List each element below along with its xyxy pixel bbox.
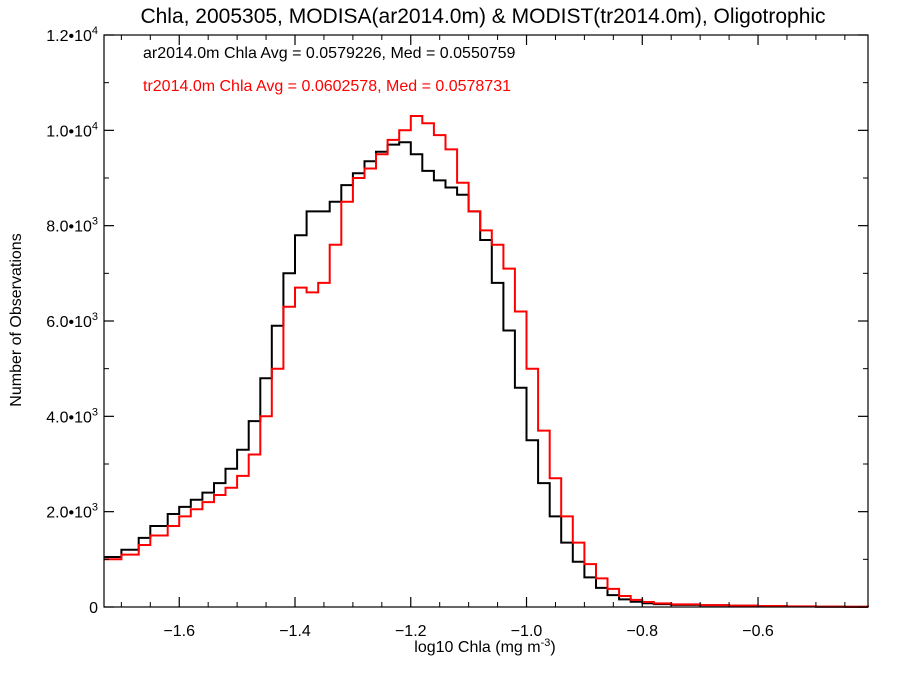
x-tick-label-2: −1.2 bbox=[395, 623, 427, 640]
x-tick-label-5: −0.6 bbox=[742, 623, 774, 640]
annotation-2: tr2014.0m Chla Avg = 0.0602578, Med = 0.… bbox=[143, 78, 511, 95]
axes-layer: −1.6 −1.4 −1.2 −1.0 −0.8 −0.6 0 2.0•103 4.0•103 6… bbox=[46, 25, 869, 640]
y-tick-label-0: 0 bbox=[89, 600, 98, 617]
y-tick-label-2: 4.0•103 bbox=[46, 406, 98, 426]
series-line-2 bbox=[104, 115, 869, 608]
x-tick-label-1: −1.4 bbox=[279, 623, 311, 640]
x-axis-label: log10 Chla (mg m-3) bbox=[414, 637, 555, 656]
chart-title: Chla, 2005305, MODISA(ar2014.0m) & MODIS… bbox=[140, 5, 825, 28]
annotation-1: ar2014.0m Chla Avg = 0.0579226, Med = 0.… bbox=[143, 45, 516, 62]
series-layer bbox=[104, 115, 869, 608]
y-tick-label-3: 6.0•103 bbox=[46, 311, 98, 331]
y-tick-label-5: 1.0•104 bbox=[46, 120, 98, 140]
plot-frame bbox=[103, 34, 869, 608]
x-tick-label-4: −0.8 bbox=[626, 623, 658, 640]
x-axis-label-superscript: -3 bbox=[541, 637, 551, 649]
series-line-1 bbox=[104, 141, 869, 608]
y-tick-label-6: 1.2•104 bbox=[46, 25, 98, 45]
x-tick-label-0: −1.6 bbox=[163, 623, 195, 640]
annotations: ar2014.0m Chla Avg = 0.0579226, Med = 0.… bbox=[143, 45, 516, 95]
x-tick-label-3: −1.0 bbox=[511, 623, 543, 640]
y-axis-label: Number of Observations bbox=[8, 233, 25, 406]
y-tick-label-1: 2.0•103 bbox=[46, 502, 98, 522]
y-tick-label-4: 8.0•103 bbox=[46, 216, 98, 236]
x-axis-label-close: ) bbox=[550, 639, 555, 656]
x-axis-label-text: log10 Chla (mg m bbox=[414, 639, 540, 656]
